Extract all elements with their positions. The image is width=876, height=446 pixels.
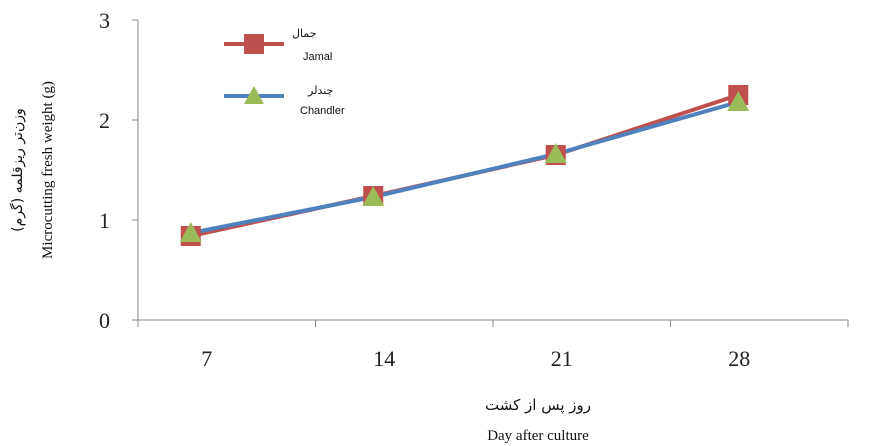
legend-label-jamal-fa: جمال xyxy=(292,27,317,40)
legend-item-chandler: چندلر Chandler xyxy=(224,84,345,117)
y-tick-label: 2 xyxy=(99,108,110,133)
legend-label-jamal: Jamal xyxy=(303,51,332,63)
y-tick-label: 0 xyxy=(99,308,110,333)
x-axis-title: Day after culture xyxy=(487,428,589,444)
series-layer xyxy=(179,85,750,246)
legend-label-chandler-fa: چندلر xyxy=(307,84,333,97)
x-tick-label: 21 xyxy=(551,346,573,371)
y-axis-title-fa-group: وزن‌تر ریزقلمه (گرم) xyxy=(9,108,26,232)
x-tick-label: 7 xyxy=(201,346,212,371)
legend: جمال Jamal چندلر Chandler xyxy=(224,27,345,117)
x-ticks: 7 14 21 28 xyxy=(137,320,849,371)
y-tick-label: 1 xyxy=(99,208,110,233)
legend-item-jamal: جمال Jamal xyxy=(224,27,332,63)
x-axis-title-fa: روز پس از کشت xyxy=(485,396,591,415)
legend-swatch-chandler-marker xyxy=(244,86,264,104)
legend-swatch-jamal-marker xyxy=(244,34,264,54)
y-axis-title: Microcutting fresh weight (g) xyxy=(40,81,56,259)
data-point-chandler xyxy=(362,186,385,206)
data-point-chandler xyxy=(179,222,202,242)
legend-label-chandler: Chandler xyxy=(300,105,345,117)
data-point-chandler xyxy=(727,91,750,111)
x-tick-label: 14 xyxy=(373,346,395,371)
series-line-chandler xyxy=(190,100,739,235)
y-axis-title-fa: وزن‌تر ریزقلمه (گرم) xyxy=(9,108,26,232)
x-tick-label: 28 xyxy=(728,346,750,371)
y-ticks: 0 1 2 3 xyxy=(99,8,138,333)
data-point-chandler xyxy=(544,143,567,163)
y-tick-label: 3 xyxy=(99,8,110,33)
y-axis-title-group: Microcutting fresh weight (g) xyxy=(40,81,56,259)
